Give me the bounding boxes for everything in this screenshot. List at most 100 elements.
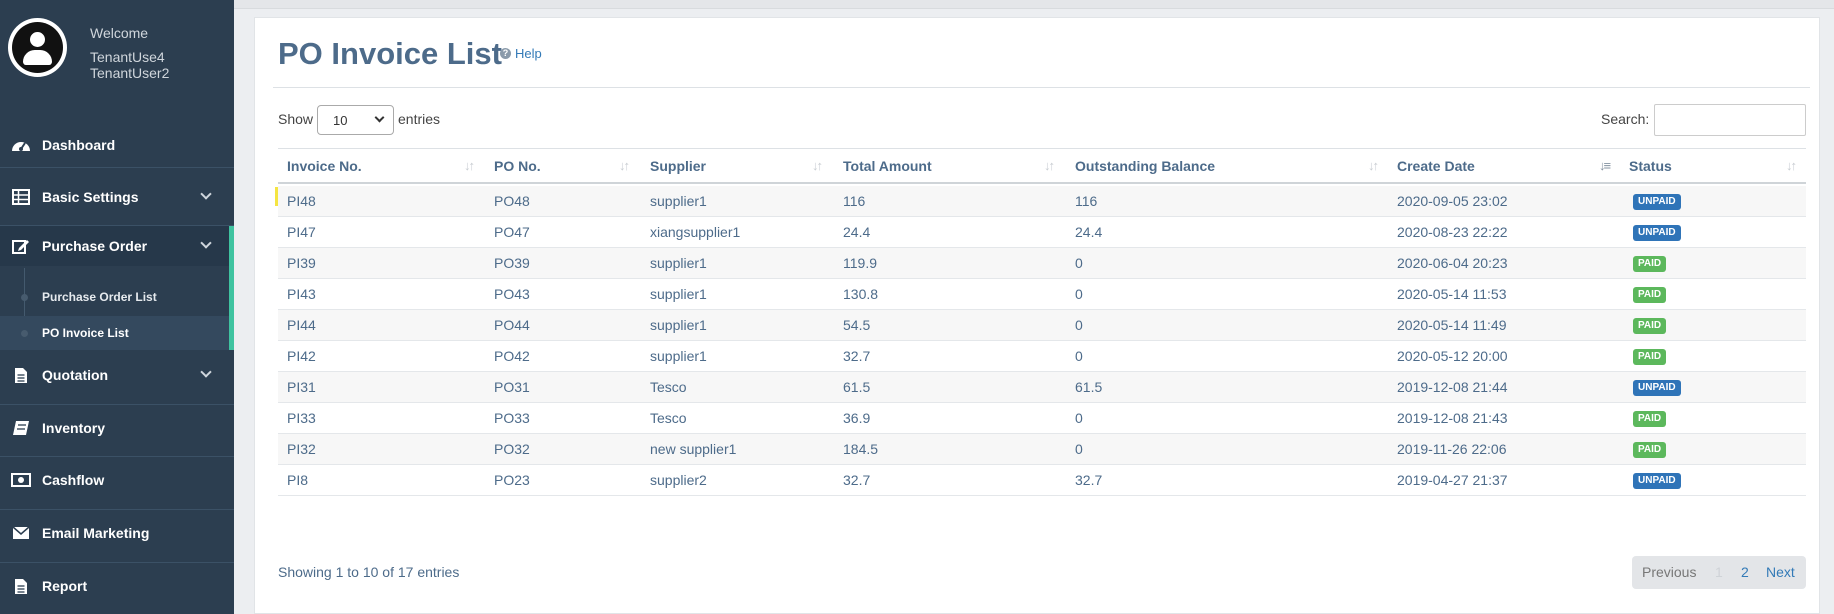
table-row[interactable]: PI32 PO32 new supplier1 184.5 0 2019-11-26 22… [278,434,1806,465]
cell-po-no: PO33 [494,410,530,426]
chevron-down-icon [200,188,212,200]
question-icon: ? [500,48,511,59]
sidebar-item-label: Cashflow [42,472,105,488]
cell-po-no: PO23 [494,472,530,488]
table-row[interactable]: PI48 PO48 supplier1 116 116 2020-09-05 23:02 U… [278,186,1806,217]
table-row[interactable]: PI31 PO31 Tesco 61.5 61.5 2019-12-08 21:44 UNP… [278,372,1806,403]
help-label: Help [515,46,542,61]
entries-length-select[interactable]: 10 [317,105,394,135]
cell-po-no: PO47 [494,224,530,240]
sort-icon[interactable]: ↓↑ [1044,158,1055,173]
cell-total-amount: 119.9 [843,255,877,271]
cell-create-date: 2020-05-12 20:00 [1397,348,1508,364]
cell-invoice-no: PI33 [287,410,316,426]
sidebar-item-quotation[interactable]: Quotation [0,353,234,397]
book-icon [11,419,31,437]
page-1-button[interactable]: 1 [1715,564,1723,580]
sidebar-item-label: Purchase Order [42,238,148,254]
report-icon [11,577,31,595]
cell-create-date: 2019-04-27 21:37 [1397,472,1508,488]
top-bar [234,0,1834,9]
dashboard-icon [11,136,31,154]
previous-button[interactable]: Previous [1642,564,1697,580]
status-badge: PAID [1633,256,1667,272]
cell-total-amount: 184.5 [843,441,879,457]
sidebar-item-label: Email Marketing [42,525,150,541]
sidebar-subitem-label: Purchase Order List [42,290,157,304]
sidebar-item-email-marketing[interactable]: Email Marketing [0,511,234,555]
avatar[interactable] [8,18,67,77]
cell-create-date: 2020-08-23 22:22 [1397,224,1508,240]
sort-icon[interactable]: ↓↑ [619,158,630,173]
cell-create-date: 2019-11-26 22:06 [1397,441,1507,457]
cell-total-amount: 54.5 [843,317,871,333]
column-header-create-date[interactable]: Create Date [1397,158,1475,174]
cell-supplier: new supplier1 [650,441,737,457]
sidebar-item-label: Quotation [42,367,109,383]
cell-po-no: PO31 [494,379,530,395]
cell-total-amount: 24.4 [843,224,871,240]
cell-invoice-no: PI32 [287,441,316,457]
column-header-status[interactable]: Status [1629,158,1672,174]
sidebar-subitem-purchase-order-list[interactable]: Purchase Order List [0,280,229,314]
status-badge: UNPAID [1633,380,1681,396]
table-row[interactable]: PI44 PO44 supplier1 54.5 0 2020-05-14 11:49 PA… [278,310,1806,341]
cell-outstanding-balance: 0 [1075,286,1083,302]
sidebar-item-basic-settings[interactable]: Basic Settings [0,175,234,219]
page-2-button[interactable]: 2 [1741,564,1749,580]
table-row[interactable]: PI8 PO23 supplier2 32.7 32.7 2019-04-27 21:37… [278,465,1806,496]
show-label: Show [278,111,314,127]
cell-outstanding-balance: 61.5 [1075,379,1103,395]
sort-desc-icon[interactable]: ↓≡ [1599,158,1611,173]
column-header-invoice-no[interactable]: Invoice No. [287,158,362,174]
cell-outstanding-balance: 0 [1075,317,1083,333]
cell-supplier: supplier1 [650,348,707,364]
cell-po-no: PO43 [494,286,530,302]
cell-invoice-no: PI44 [287,317,316,333]
cell-total-amount: 61.5 [843,379,871,395]
chevron-down-icon [374,112,385,123]
cell-outstanding-balance: 32.7 [1075,472,1103,488]
cell-invoice-no: PI43 [287,286,316,302]
status-badge: UNPAID [1633,225,1681,241]
sort-icon[interactable]: ↓↑ [1786,158,1797,173]
column-header-outstanding-balance[interactable]: Outstanding Balance [1075,158,1216,174]
table-row[interactable]: PI47 PO47 xiangsupplier1 24.4 24.4 2020-08-23… [278,217,1806,248]
status-badge: PAID [1633,349,1667,365]
table-row[interactable]: PI33 PO33 Tesco 36.9 0 2019-12-08 21:43 PAID [278,403,1806,434]
help-link[interactable]: ? Help [500,46,542,61]
search-input[interactable] [1654,104,1806,136]
sort-icon[interactable]: ↓↑ [812,158,823,173]
column-header-supplier[interactable]: Supplier [650,158,707,174]
cell-supplier: supplier1 [650,255,707,271]
sort-icon[interactable]: ↓↑ [1368,158,1379,173]
sidebar-item-label: Inventory [42,420,106,436]
sidebar-item-report[interactable]: Report [0,564,234,608]
sidebar-item-purchase-order[interactable]: Purchase Order [0,226,234,266]
cell-invoice-no: PI42 [287,348,316,364]
cell-supplier: supplier2 [650,472,707,488]
status-badge: UNPAID [1633,194,1681,210]
edit-icon [11,237,31,255]
cell-invoice-no: PI47 [287,224,316,240]
sort-icon[interactable]: ↓↑ [464,158,475,173]
sidebar-item-dashboard[interactable]: Dashboard [0,123,234,167]
status-badge: PAID [1633,411,1667,427]
cell-invoice-no: PI48 [287,193,316,209]
envelope-icon [11,524,31,542]
column-header-po-no[interactable]: PO No. [494,158,541,174]
sidebar-subitem-label: PO Invoice List [42,326,129,340]
cell-supplier: supplier1 [650,286,707,302]
sidebar-item-inventory[interactable]: Inventory [0,406,234,450]
money-icon [11,471,31,489]
status-badge: PAID [1633,318,1667,334]
column-header-total-amount[interactable]: Total Amount [843,158,932,174]
table-row[interactable]: PI43 PO43 supplier1 130.8 0 2020-05-14 11:53 P… [278,279,1806,310]
sidebar-subitem-po-invoice-list[interactable]: PO Invoice List [0,316,229,350]
table-row[interactable]: PI39 PO39 supplier1 119.9 0 2020-06-04 20:23 P… [278,248,1806,279]
next-button[interactable]: Next [1766,564,1795,580]
cell-create-date: 2020-06-04 20:23 [1397,255,1508,271]
cell-invoice-no: PI8 [287,472,309,488]
sidebar-item-cashflow[interactable]: Cashflow [0,458,234,502]
table-row[interactable]: PI42 PO42 supplier1 32.7 0 2020-05-12 20:00 PA… [278,341,1806,372]
